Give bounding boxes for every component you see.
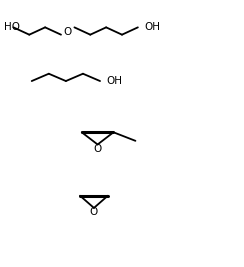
Text: OH: OH bbox=[106, 76, 122, 86]
Text: HO: HO bbox=[4, 22, 20, 32]
Text: O: O bbox=[64, 27, 72, 37]
Text: O: O bbox=[93, 144, 102, 154]
Text: OH: OH bbox=[144, 22, 161, 32]
Text: O: O bbox=[90, 207, 98, 217]
